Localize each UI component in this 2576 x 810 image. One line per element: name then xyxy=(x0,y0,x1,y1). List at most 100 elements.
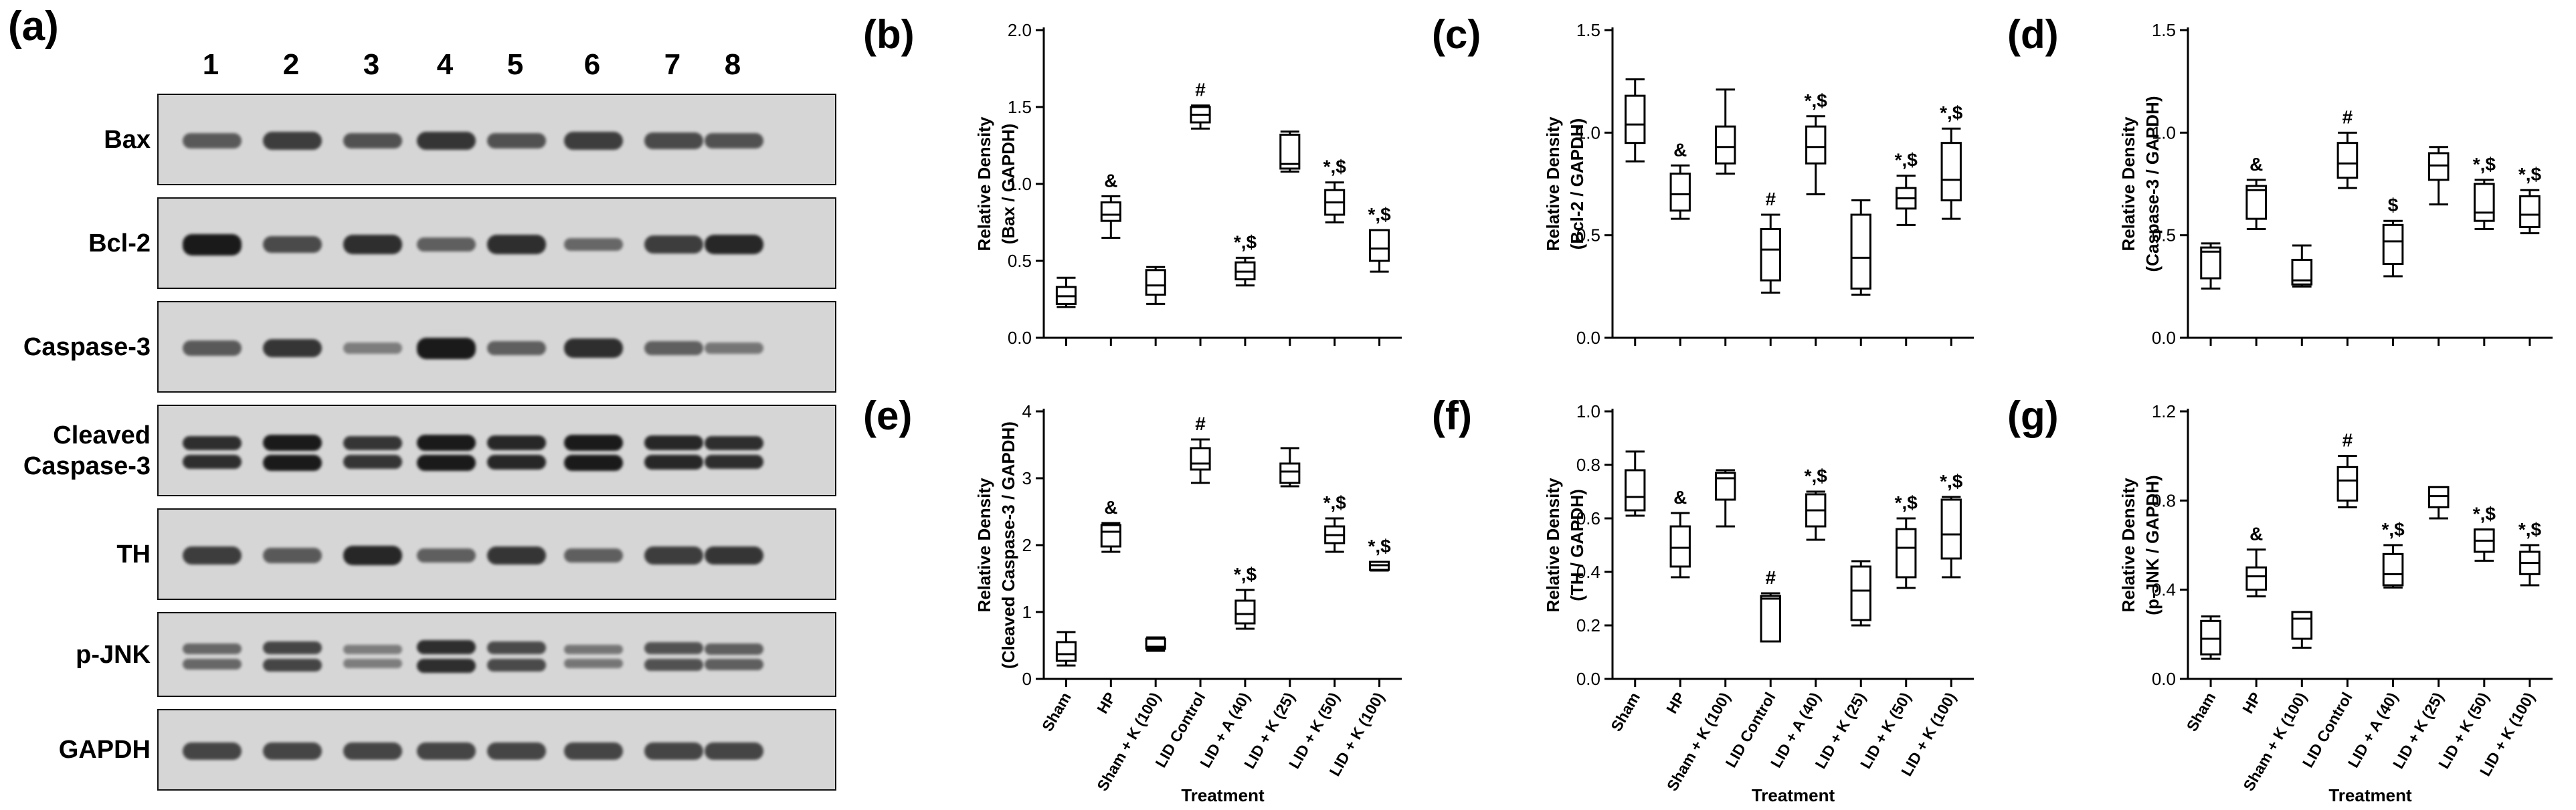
blot-band xyxy=(343,342,402,354)
significance-marker: *,$ xyxy=(1895,150,1918,171)
x-tick-label: Sham xyxy=(1607,690,1643,734)
y-axis-label: Relative Density xyxy=(1543,478,1563,612)
significance-marker: *,$ xyxy=(2518,519,2542,540)
blot-band xyxy=(263,658,322,672)
significance-marker: & xyxy=(1673,139,1687,160)
blot-band xyxy=(705,454,763,470)
significance-marker: $ xyxy=(2388,195,2399,215)
blot-band xyxy=(487,454,546,470)
y-tick-label: 1.5 xyxy=(1008,97,1032,117)
blot-band xyxy=(705,234,763,255)
blot-band xyxy=(417,639,476,655)
panel-label: (b) xyxy=(863,12,915,57)
y-tick-label: 0.5 xyxy=(1576,225,1600,245)
lane-number-1: 1 xyxy=(202,48,219,81)
blot-band xyxy=(487,641,546,655)
x-axis-label: Treatment xyxy=(1752,785,1835,805)
blot-strip xyxy=(157,508,836,600)
y-axis-label: Relative Density xyxy=(974,116,994,251)
blot-band xyxy=(343,645,402,655)
panel-label: (g) xyxy=(2007,393,2059,438)
lane-number-2: 2 xyxy=(282,48,300,81)
significance-marker: *,$ xyxy=(2381,519,2405,540)
y-axis-label: Relative Density xyxy=(2118,116,2138,251)
blot-band xyxy=(417,548,476,563)
y-tick-label: 0.0 xyxy=(1576,328,1600,348)
chart-g-pjnk: (g) Relative Density (p-JNK / GAPDH) 0.0 0.4… xyxy=(2007,393,2553,805)
blot-band xyxy=(705,435,763,451)
blot-band xyxy=(417,131,476,150)
blot-band xyxy=(705,643,763,655)
y-tick-label: 1.5 xyxy=(2152,20,2176,40)
y-tick-label: 0.6 xyxy=(1576,508,1600,528)
panel-label: (d) xyxy=(2007,12,2059,57)
y-tick-label: 2 xyxy=(1022,535,1032,555)
blot-band xyxy=(564,434,623,451)
y-axis-label: (Bcl-2 / GAPDH) xyxy=(1567,118,1587,249)
blot-strip xyxy=(157,709,836,791)
y-tick-label: 1.5 xyxy=(1576,20,1600,40)
blot-band xyxy=(343,235,402,254)
box xyxy=(2336,466,2359,502)
blot-band xyxy=(705,742,763,760)
blot-band xyxy=(263,454,322,471)
blot-band xyxy=(487,658,546,672)
blot-band xyxy=(417,454,476,471)
y-tick-label: 3 xyxy=(1022,468,1032,488)
blot-band xyxy=(183,742,242,760)
box xyxy=(2291,611,2313,640)
box xyxy=(2336,142,2359,179)
blot-band xyxy=(343,742,402,760)
box xyxy=(2200,246,2221,280)
significance-marker: # xyxy=(2342,106,2353,127)
box xyxy=(1055,641,1077,662)
y-tick-label: 1.0 xyxy=(1576,122,1600,142)
blot-band xyxy=(263,338,322,358)
y-axis-label: (p-JNK / GAPDH) xyxy=(2142,475,2163,615)
y-tick-label: 1.2 xyxy=(2152,401,2176,421)
significance-marker: & xyxy=(1673,487,1687,508)
x-tick-label: HP xyxy=(1093,690,1119,717)
significance-marker: # xyxy=(1195,80,1206,100)
chart-d-caspase3: (d)Relative Density (Caspase-3 / GAPDH)0.… xyxy=(2007,12,2553,348)
lane-number-3: 3 xyxy=(363,48,380,81)
blot-band xyxy=(564,742,623,760)
blot-label: Cleaved Caspase-3 xyxy=(23,421,151,480)
box xyxy=(1625,94,1646,144)
box xyxy=(1100,524,1121,548)
y-axis-label: Relative Density xyxy=(1543,116,1563,251)
y-tick-label: 0 xyxy=(1022,669,1032,689)
lane-number-6: 6 xyxy=(583,48,601,81)
blot-band xyxy=(183,233,242,256)
blot-band xyxy=(564,338,623,358)
x-tick-label: HP xyxy=(2239,690,2264,717)
blot-strip xyxy=(157,405,836,496)
blot-strip xyxy=(157,197,836,289)
y-tick-label: 4 xyxy=(1022,401,1032,421)
blot-label: Caspase-3 xyxy=(23,332,151,361)
box xyxy=(1715,125,1736,165)
box xyxy=(2200,619,2221,655)
blot-band xyxy=(263,132,322,150)
blot-band xyxy=(183,454,242,470)
y-axis-label: (TH / GAPDH) xyxy=(1567,489,1587,601)
blot-band xyxy=(644,658,703,671)
y-tick-label: 0.5 xyxy=(1008,251,1032,271)
significance-marker: *,$ xyxy=(2473,154,2496,175)
blot-band xyxy=(487,435,546,451)
x-axis-label: Treatment xyxy=(2328,785,2412,805)
y-tick-label: 0.0 xyxy=(1576,669,1600,689)
box xyxy=(2382,552,2404,587)
significance-marker: *,$ xyxy=(1323,157,1347,177)
lane-number-7: 7 xyxy=(664,48,681,81)
blot-band xyxy=(263,742,322,760)
box xyxy=(1234,599,1256,625)
significance-marker: *,$ xyxy=(1940,102,1963,123)
blot-band xyxy=(263,548,322,563)
y-axis-label: (Bax / GAPDH) xyxy=(998,124,1018,245)
lane-number-4: 4 xyxy=(436,48,454,81)
significance-marker: *,$ xyxy=(1368,536,1391,556)
significance-marker: *,$ xyxy=(2473,504,2496,524)
y-tick-label: 0.4 xyxy=(2152,580,2176,600)
blot-band xyxy=(705,546,763,565)
